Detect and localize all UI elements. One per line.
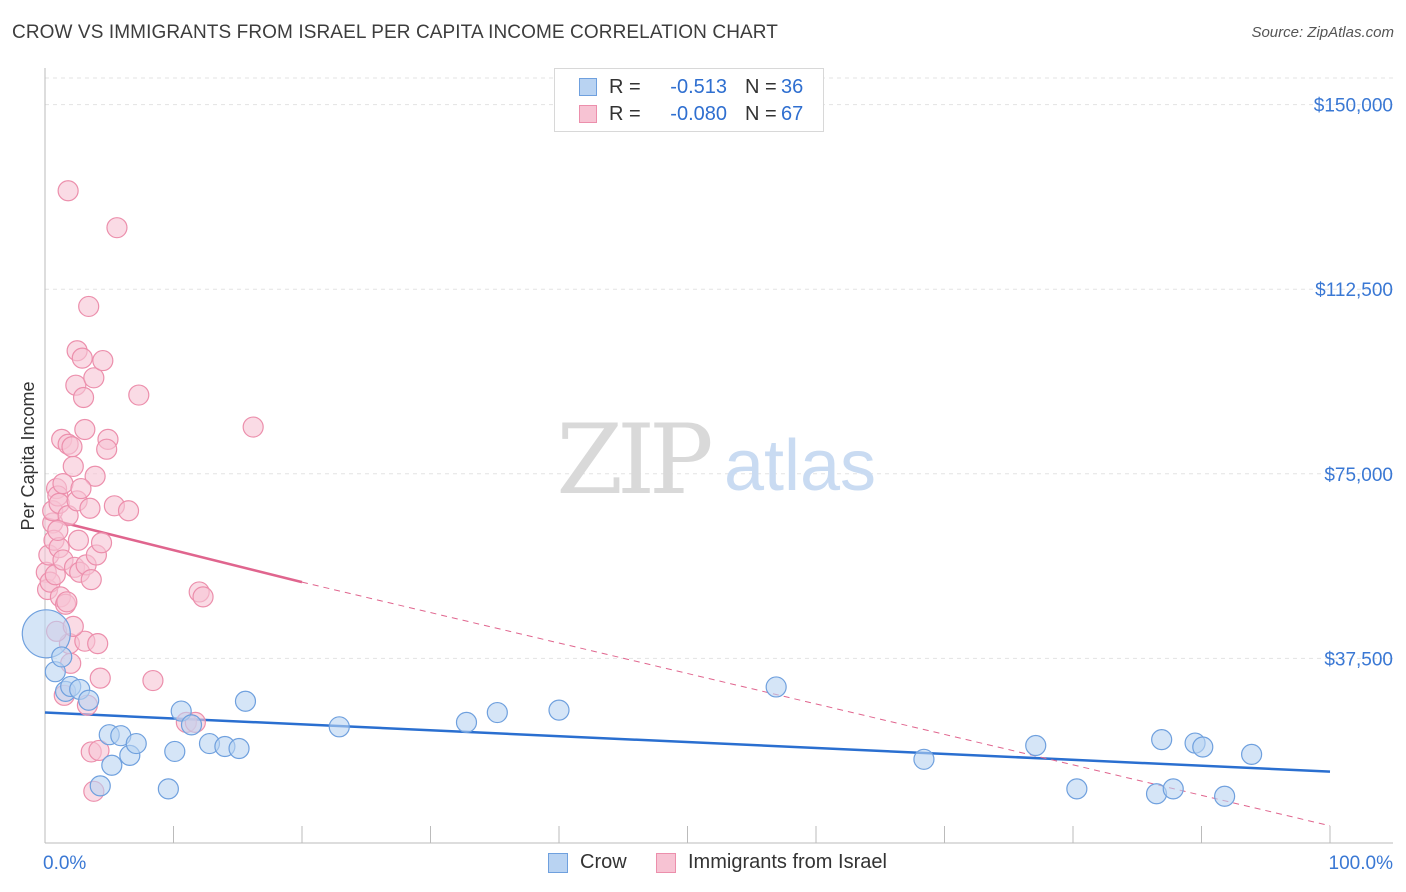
crow-point <box>455 711 478 733</box>
y-tick-label: $75,000 <box>1324 465 1393 486</box>
israel-point <box>67 529 90 551</box>
source-label: Source: ZipAtlas.com <box>1251 24 1394 41</box>
israel-point <box>61 436 83 458</box>
israel-point <box>79 497 101 519</box>
crow-trendline <box>44 711 1331 773</box>
israel-point <box>83 367 105 389</box>
crow-point <box>78 689 100 711</box>
n-value: 67 <box>781 102 804 125</box>
x-tick-labels: 0.0% 100.0% <box>43 853 1393 874</box>
israel-point <box>52 473 74 495</box>
crow-point <box>228 737 250 760</box>
watermark-atlas: atlas <box>724 426 876 506</box>
israel-point <box>96 438 118 460</box>
y-tick-label: $112,500 <box>1315 280 1393 301</box>
r-value: -0.080 <box>670 102 727 125</box>
israel-point <box>89 667 111 689</box>
watermark-zip: ZIP <box>556 404 711 516</box>
crow-swatch <box>548 852 568 873</box>
crow-point <box>913 748 935 770</box>
israel-point <box>117 500 140 522</box>
crow-point <box>101 754 123 776</box>
israel-point <box>47 519 69 542</box>
r-label: R = <box>609 75 641 98</box>
legend-item-israel[interactable]: Immigrants from Israel <box>656 851 887 874</box>
crow-point <box>1192 736 1214 758</box>
israel-point <box>72 386 95 409</box>
crow-point <box>486 701 508 724</box>
crow-point <box>180 714 203 736</box>
israel-point <box>242 416 264 438</box>
israel-point <box>71 347 93 369</box>
crow-point <box>125 732 147 755</box>
crow-point <box>1214 785 1236 807</box>
correlation-legend: R = -0.513 N = 36 R = -0.080 N = 67 <box>554 68 824 132</box>
gridlines <box>45 77 1393 659</box>
x-tick-label-max: 100.0% <box>1329 853 1394 874</box>
crow-point <box>1025 734 1047 757</box>
n-value: 36 <box>781 75 804 98</box>
legend-label-crow: Crow <box>580 851 627 873</box>
r-label: R = <box>609 102 641 125</box>
crow-point <box>1151 729 1173 751</box>
israel-swatch <box>579 105 597 123</box>
crow-point <box>157 778 179 800</box>
israel-trendline <box>44 516 303 584</box>
n-label: N = <box>745 75 777 98</box>
crow-point <box>1066 778 1088 800</box>
israel-point <box>90 532 113 554</box>
legend-label-israel: Immigrants from Israel <box>688 851 887 873</box>
crow-point <box>89 775 111 797</box>
israel-point <box>57 180 79 202</box>
series-legend: Crow Immigrants from Israel <box>0 851 1406 877</box>
y-axis-label: Per Capita Income <box>18 381 38 530</box>
israel-point <box>106 217 128 239</box>
crow-points <box>21 609 1263 807</box>
x-tick-label-min: 0.0% <box>43 853 86 874</box>
legend-row-israel: R = -0.080 N = 67 <box>579 101 803 127</box>
israel-point <box>88 739 110 762</box>
israel-point <box>78 295 100 318</box>
crow-point <box>1162 778 1184 800</box>
crow-swatch <box>579 78 597 96</box>
israel-point <box>74 418 96 441</box>
y-tick-labels: $37,500 $75,000 $112,500 $150,000 <box>1314 96 1393 671</box>
crow-point <box>548 699 570 721</box>
legend-item-crow[interactable]: Crow <box>548 851 627 874</box>
israel-swatch <box>656 852 676 873</box>
israel-point <box>62 455 84 478</box>
crow-point <box>1241 743 1263 765</box>
israel-point <box>192 586 214 608</box>
crow-point <box>234 690 257 712</box>
crow-point <box>21 609 71 659</box>
legend-row-crow: R = -0.513 N = 36 <box>579 74 803 100</box>
y-tick-label: $37,500 <box>1324 649 1393 670</box>
crow-point <box>328 716 350 738</box>
israel-points <box>35 180 264 802</box>
y-tick-label: $150,000 <box>1314 96 1393 117</box>
n-label: N = <box>745 102 777 125</box>
israel-point <box>84 465 106 487</box>
crow-point <box>51 646 73 668</box>
israel-point <box>56 591 78 613</box>
israel-point <box>128 384 150 406</box>
israel-point <box>70 477 92 500</box>
crow-point <box>765 676 787 698</box>
israel-point <box>87 633 109 655</box>
axes <box>44 68 1393 844</box>
israel-point <box>142 669 164 692</box>
israel-point <box>80 569 102 591</box>
r-value: -0.513 <box>670 75 727 98</box>
watermark: ZIP atlas <box>556 404 876 516</box>
trendlines <box>44 516 1331 827</box>
crow-point <box>164 740 186 763</box>
chart-title: CROW VS IMMIGRANTS FROM ISRAEL PER CAPIT… <box>12 22 778 43</box>
israel-point <box>92 349 114 372</box>
